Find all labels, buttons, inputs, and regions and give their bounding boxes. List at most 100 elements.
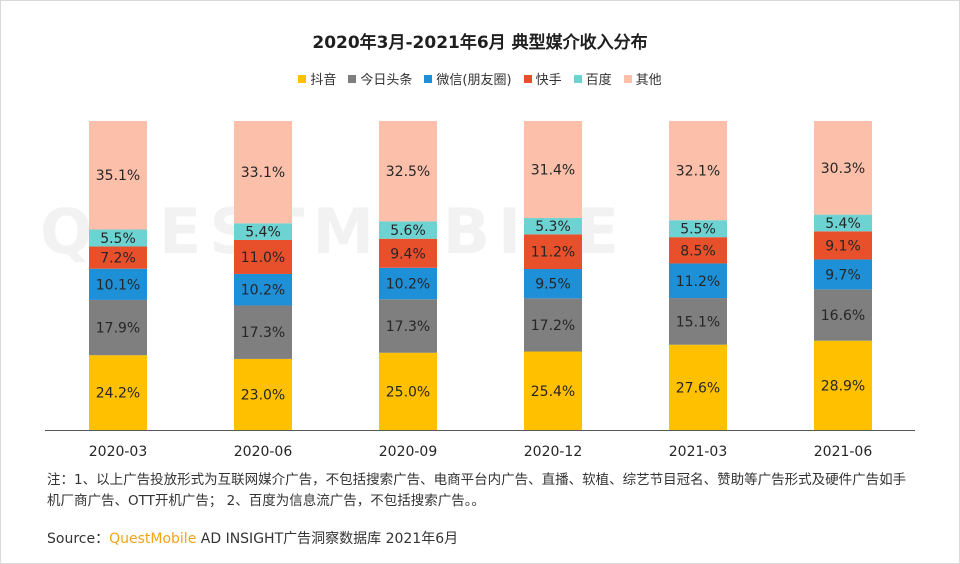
bar-segment (814, 231, 872, 260)
footnote: 注：1、以上广告投放形式为互联网媒介广告，不包括搜索广告、电商平台内广告、直播、… (47, 472, 907, 509)
data-label: 10.2% (386, 277, 430, 293)
legend-swatch (623, 74, 632, 83)
bar-segment (669, 121, 727, 221)
bar-segment (89, 121, 147, 230)
bar-segment (234, 121, 292, 224)
bar-segment (814, 214, 872, 232)
legend-item: 微信(朋友圈) (424, 69, 512, 88)
legend-item: 其他 (623, 69, 662, 88)
x-tick-label: 2020-09 (379, 444, 438, 460)
data-label: 17.9% (96, 321, 140, 337)
bar-segment (669, 298, 727, 345)
legend-label: 抖音 (310, 73, 337, 88)
legend-item: 今日头条 (348, 69, 412, 88)
data-label: 25.4% (531, 384, 575, 400)
bar-segment (89, 355, 147, 430)
data-label: 25.0% (386, 384, 430, 400)
data-label: 11.2% (531, 245, 575, 261)
bar-segment (234, 273, 292, 306)
bar-segment (524, 269, 582, 299)
x-tick-label: 2020-06 (234, 444, 293, 460)
bar-segment (379, 299, 437, 353)
data-label: 9.4% (390, 246, 426, 262)
data-label: 11.0% (241, 250, 285, 266)
data-label: 35.1% (96, 168, 140, 184)
bar-segment (89, 268, 147, 300)
x-tick-label: 2021-06 (814, 444, 873, 460)
legend-label: 快手 (535, 73, 562, 88)
legend-item: 快手 (523, 69, 562, 88)
data-label: 10.1% (96, 277, 140, 293)
data-label: 33.1% (241, 165, 285, 181)
bar-segment (814, 121, 872, 215)
bar-segment (89, 246, 147, 269)
legend-item: 抖音 (298, 69, 336, 88)
bar-segment (89, 299, 147, 356)
data-label: 8.5% (680, 243, 716, 259)
bar-segment (234, 358, 292, 430)
bar-segment (669, 344, 727, 430)
data-label: 32.1% (676, 164, 720, 180)
bar-segment (814, 289, 872, 341)
bar-segment (524, 234, 582, 270)
legend-swatch (573, 74, 582, 83)
legend-label: 其他 (635, 73, 662, 88)
data-label: 24.2% (96, 386, 140, 402)
legend-label: 微信(朋友圈) (436, 73, 512, 88)
data-label: 31.4% (531, 163, 575, 179)
source-line: Source：QuestMobile AD INSIGHT广告洞察数据库 202… (47, 528, 458, 548)
data-label: 17.3% (386, 319, 430, 335)
bar-segment (814, 340, 872, 430)
data-label: 9.7% (825, 267, 861, 283)
data-label: 7.2% (100, 251, 136, 267)
bar-segment (524, 351, 582, 430)
legend-label: 百度 (585, 73, 612, 88)
legend-label: 今日头条 (360, 73, 413, 88)
data-label: 32.5% (386, 164, 430, 180)
bar-segment (379, 352, 437, 430)
chart-title: 2020年3月-2021年6月 典型媒介收入分布 (312, 33, 648, 53)
bar-segment (379, 221, 437, 239)
data-label: 15.1% (676, 314, 720, 330)
bar-segment (524, 298, 582, 352)
data-label: 27.6% (676, 380, 720, 396)
bar-segment (234, 305, 292, 359)
source-rest: AD INSIGHT广告洞察数据库 2021年6月 (196, 531, 459, 547)
bar-segment (379, 238, 437, 268)
bar-segment (89, 229, 147, 247)
data-label: 17.3% (241, 325, 285, 341)
bar-segment (669, 237, 727, 264)
bar-segment (234, 239, 292, 274)
bar-segment (669, 263, 727, 299)
data-label: 10.2% (241, 283, 285, 299)
data-label: 16.6% (821, 308, 865, 324)
data-label: 5.4% (245, 225, 281, 241)
data-label: 5.6% (390, 223, 426, 239)
data-label: 11.2% (676, 274, 720, 290)
source-prefix: Source： (47, 531, 110, 547)
data-label: 28.9% (821, 378, 865, 394)
data-label: 5.5% (680, 222, 716, 238)
legend-swatch (298, 74, 307, 83)
legend-swatch (348, 74, 357, 83)
source-brand: QuestMobile (109, 531, 197, 547)
x-tick-label: 2020-03 (89, 444, 148, 460)
data-label: 5.4% (825, 216, 861, 232)
data-label: 23.0% (241, 387, 285, 403)
bar-segment (524, 121, 582, 219)
bar-segment (234, 223, 292, 240)
data-label: 5.3% (535, 219, 571, 235)
legend-swatch (424, 74, 433, 83)
data-label: 9.5% (535, 277, 571, 293)
chart-legend: 抖音 今日头条 微信(朋友圈) 快手 百度 其他 (0, 69, 960, 88)
bar-segment (524, 218, 582, 235)
bar-segment (379, 121, 437, 222)
bar-segment (379, 267, 437, 300)
data-label: 30.3% (821, 161, 865, 177)
legend-swatch (523, 74, 532, 83)
data-label: 9.1% (825, 238, 861, 254)
data-label: 5.5% (100, 231, 136, 247)
x-tick-label: 2020-12 (524, 444, 583, 460)
